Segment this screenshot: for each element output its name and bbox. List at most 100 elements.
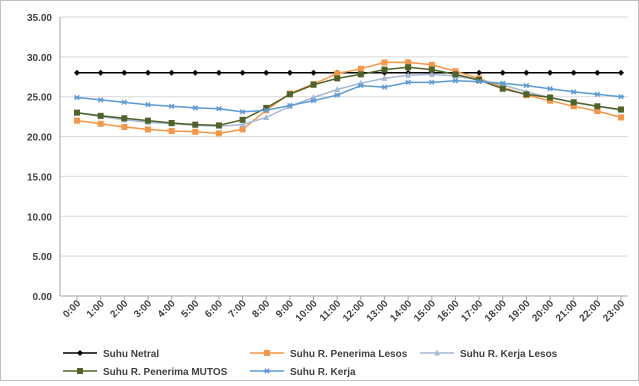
data-point xyxy=(499,85,506,92)
data-point xyxy=(381,59,388,66)
data-point xyxy=(547,97,554,104)
legend-marker xyxy=(77,368,83,374)
data-point xyxy=(97,112,104,119)
data-point xyxy=(570,103,577,110)
data-point xyxy=(357,82,364,89)
data-point xyxy=(144,101,151,108)
data-point-stroke xyxy=(405,79,411,86)
data-point xyxy=(476,69,483,76)
legend-marker-stroke xyxy=(264,368,270,374)
data-point xyxy=(121,124,128,131)
data-point xyxy=(547,69,554,76)
data-point-stroke xyxy=(476,78,482,85)
data-point xyxy=(74,94,80,101)
data-point xyxy=(570,99,577,106)
series-4 xyxy=(74,78,624,115)
legend-item: Suhu R. Penerima Lesos xyxy=(250,349,408,360)
data-point xyxy=(239,69,246,76)
data-point xyxy=(97,69,104,76)
data-point xyxy=(310,69,317,76)
data-point xyxy=(263,69,270,76)
data-point xyxy=(263,104,270,111)
data-point xyxy=(428,61,435,68)
data-point-stroke xyxy=(74,94,80,101)
data-point xyxy=(74,117,80,124)
data-point xyxy=(523,82,530,89)
data-point xyxy=(452,71,459,78)
data-point-stroke xyxy=(192,105,198,111)
data-point xyxy=(334,70,341,77)
data-point xyxy=(428,66,435,73)
data-point xyxy=(215,122,222,129)
data-point xyxy=(428,70,435,77)
data-point xyxy=(74,109,80,116)
y-tick-label: 20.00 xyxy=(27,133,52,144)
data-point xyxy=(192,121,199,128)
data-point-stroke xyxy=(145,101,151,108)
data-point xyxy=(594,91,601,98)
data-point xyxy=(192,128,199,135)
data-point xyxy=(263,113,270,120)
data-point-stroke xyxy=(287,102,293,109)
data-point xyxy=(357,65,364,72)
data-point xyxy=(570,89,577,95)
data-point-stroke xyxy=(168,103,175,109)
data-point xyxy=(618,106,624,113)
data-point-stroke xyxy=(452,78,459,84)
y-tick-label: 25.00 xyxy=(27,93,52,104)
data-point xyxy=(618,69,624,76)
data-point-stroke xyxy=(500,80,506,86)
data-point xyxy=(452,78,459,84)
data-point xyxy=(381,74,388,81)
data-point xyxy=(381,66,388,73)
data-point xyxy=(168,120,175,127)
legend-label: Suhu R. Kerja xyxy=(290,367,356,378)
data-point xyxy=(239,109,246,115)
data-point-stroke xyxy=(239,109,246,115)
data-point-stroke xyxy=(429,79,435,86)
data-point-stroke xyxy=(334,92,340,98)
data-point xyxy=(310,81,317,88)
legend-label: Suhu R. Penerima Lesos xyxy=(290,349,408,360)
data-point xyxy=(499,80,506,86)
legend-label: Suhu Netral xyxy=(103,349,159,360)
data-point-stroke xyxy=(547,86,553,92)
data-point xyxy=(523,69,530,76)
data-point xyxy=(405,64,412,71)
legend-marker xyxy=(77,350,83,356)
series-line xyxy=(76,73,622,127)
data-point xyxy=(334,92,341,98)
data-point-stroke xyxy=(571,89,577,95)
data-point xyxy=(239,116,246,123)
data-point xyxy=(215,69,222,76)
data-point xyxy=(594,103,601,110)
legend-marker xyxy=(264,350,270,356)
data-point xyxy=(144,69,151,76)
data-point xyxy=(239,126,246,133)
data-point-stroke xyxy=(381,84,388,90)
legend-item: Suhu R. Kerja xyxy=(250,367,356,378)
legend-marker xyxy=(434,349,440,356)
data-point xyxy=(97,97,104,103)
data-point xyxy=(547,86,554,92)
y-tick-label: 5.00 xyxy=(33,252,53,263)
y-tick-label: 35.00 xyxy=(27,13,52,24)
data-point xyxy=(121,115,128,122)
data-point-stroke xyxy=(97,97,104,103)
data-point xyxy=(121,69,128,76)
data-point xyxy=(334,86,341,93)
data-point xyxy=(523,91,530,98)
legend: Suhu Netral Suhu R. Penerima Lesos Suhu R.… xyxy=(63,349,558,378)
data-point xyxy=(405,59,412,66)
data-point xyxy=(618,94,624,100)
legend-item: Suhu R. Penerima MUTOS xyxy=(63,367,228,378)
data-point xyxy=(144,117,151,124)
data-point-stroke xyxy=(618,94,624,100)
data-point xyxy=(168,103,175,109)
data-point xyxy=(594,108,601,115)
data-point xyxy=(618,114,624,121)
data-point xyxy=(405,71,412,78)
